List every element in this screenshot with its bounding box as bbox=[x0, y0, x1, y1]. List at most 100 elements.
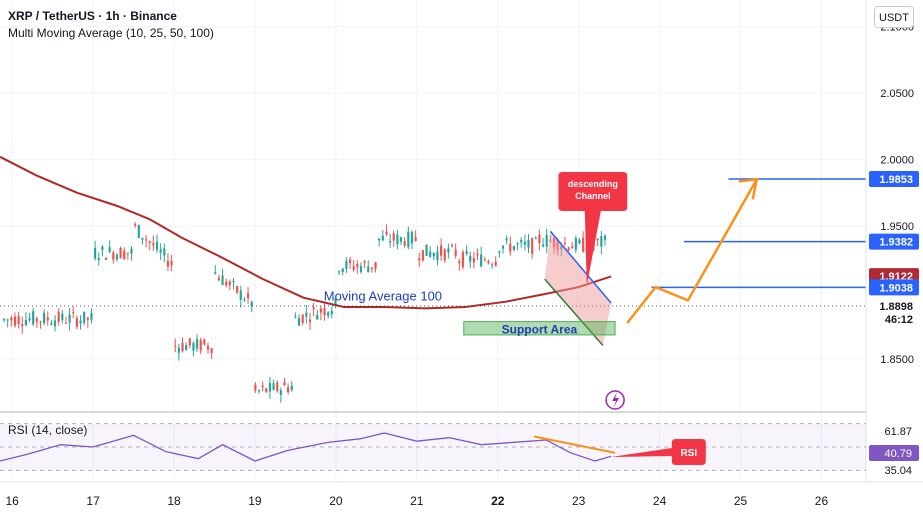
candle-body bbox=[10, 317, 13, 321]
y-tick-label: 1.8500 bbox=[880, 354, 914, 366]
candle-body bbox=[83, 311, 86, 323]
y-tick-label: 2.0500 bbox=[880, 88, 914, 100]
candle-body bbox=[236, 286, 239, 293]
candle-body bbox=[177, 347, 180, 353]
rsi-axis-label: 35.04 bbox=[884, 465, 912, 477]
candle-body bbox=[206, 345, 210, 350]
candle-body bbox=[374, 262, 377, 269]
candle-body bbox=[458, 260, 461, 264]
rsi-line bbox=[0, 432, 612, 462]
candle-body bbox=[13, 316, 17, 326]
x-tick-label: 24 bbox=[653, 494, 667, 508]
price-marker-label: 46:12 bbox=[885, 314, 913, 326]
candle-body bbox=[381, 236, 384, 241]
candle-body bbox=[301, 314, 304, 323]
rsi-divergence-line bbox=[533, 435, 616, 454]
chart-title: XRP / TetherUS · 1h · Binance bbox=[8, 9, 177, 23]
candle-body bbox=[523, 241, 526, 245]
candle-body bbox=[119, 247, 122, 259]
candle-body bbox=[603, 235, 607, 240]
candle-body bbox=[257, 390, 261, 392]
candle-body bbox=[476, 253, 479, 256]
candle-body bbox=[35, 318, 38, 322]
price-marker-label: 1.9038 bbox=[879, 282, 913, 294]
candle-body bbox=[28, 318, 31, 321]
candle-body bbox=[534, 238, 537, 240]
candle-body bbox=[290, 385, 293, 391]
candle-body bbox=[316, 314, 319, 320]
channel-upper-line bbox=[549, 230, 612, 304]
candle-body bbox=[461, 251, 465, 268]
price-marker-bg bbox=[869, 297, 919, 314]
candle-body bbox=[356, 263, 359, 267]
candle-body bbox=[363, 261, 366, 263]
candle-body bbox=[516, 243, 519, 245]
candle-body bbox=[32, 311, 35, 325]
projected-arrowhead bbox=[738, 177, 759, 200]
candle-body bbox=[494, 261, 497, 266]
candle-body bbox=[392, 233, 395, 241]
candle-body bbox=[17, 316, 20, 325]
candle-body bbox=[425, 244, 428, 256]
candle-body bbox=[563, 242, 567, 244]
candle-body bbox=[596, 238, 599, 241]
candle-body bbox=[90, 313, 93, 320]
candle-body bbox=[232, 280, 235, 282]
candle-body bbox=[2, 319, 6, 321]
candle-body bbox=[148, 241, 151, 244]
candle-body bbox=[86, 317, 89, 320]
candle-body bbox=[414, 237, 417, 241]
candle-body bbox=[498, 251, 501, 253]
candle-body bbox=[567, 247, 570, 251]
candle-body bbox=[429, 251, 432, 257]
candle-body bbox=[341, 268, 344, 272]
candle-body bbox=[134, 224, 137, 226]
candle-body bbox=[152, 242, 155, 246]
candle-body bbox=[359, 265, 363, 273]
candle-body bbox=[199, 340, 202, 351]
candle-body bbox=[574, 238, 577, 250]
candle-body bbox=[254, 384, 257, 391]
candle-body bbox=[352, 266, 355, 270]
candle-body bbox=[217, 277, 221, 281]
channel-label-line1: descending bbox=[568, 179, 618, 189]
candle-body bbox=[210, 348, 213, 354]
x-tick-label: 21 bbox=[410, 494, 424, 508]
candle-body bbox=[108, 247, 111, 252]
candle-body bbox=[421, 250, 424, 261]
candle-body bbox=[64, 322, 68, 324]
candle-body bbox=[367, 266, 370, 273]
candle-body bbox=[72, 312, 75, 314]
price-marker-label: 1.9853 bbox=[879, 174, 913, 186]
candle-body bbox=[323, 307, 326, 316]
candle-body bbox=[104, 257, 108, 260]
x-tick-label: 20 bbox=[329, 494, 343, 508]
candle-body bbox=[472, 258, 475, 263]
candle-body bbox=[75, 318, 78, 327]
candle-body bbox=[578, 239, 581, 244]
candle-body bbox=[527, 239, 530, 248]
candle-body bbox=[214, 272, 217, 274]
candle-body bbox=[399, 237, 403, 242]
candle-body bbox=[338, 271, 341, 273]
rsi-band bbox=[0, 423, 866, 471]
candle-body bbox=[389, 241, 392, 243]
currency-button[interactable]: USDT bbox=[874, 6, 914, 28]
candle-body bbox=[501, 245, 505, 249]
ma-100-line bbox=[0, 155, 612, 310]
candle-body bbox=[155, 241, 159, 250]
candle-body bbox=[450, 245, 454, 247]
candle-body bbox=[261, 385, 264, 387]
y-tick-label: 1.9500 bbox=[880, 221, 914, 233]
candle-body bbox=[294, 316, 297, 318]
x-tick-label: 16 bbox=[5, 494, 19, 508]
candle-body bbox=[101, 246, 104, 250]
y-tick-label: 2.0000 bbox=[880, 154, 914, 166]
candle-body bbox=[439, 245, 443, 256]
candle-body bbox=[327, 312, 330, 316]
candle-body bbox=[112, 252, 115, 260]
candle-body bbox=[297, 317, 301, 326]
candle-body bbox=[265, 388, 268, 393]
candle-body bbox=[287, 387, 290, 393]
